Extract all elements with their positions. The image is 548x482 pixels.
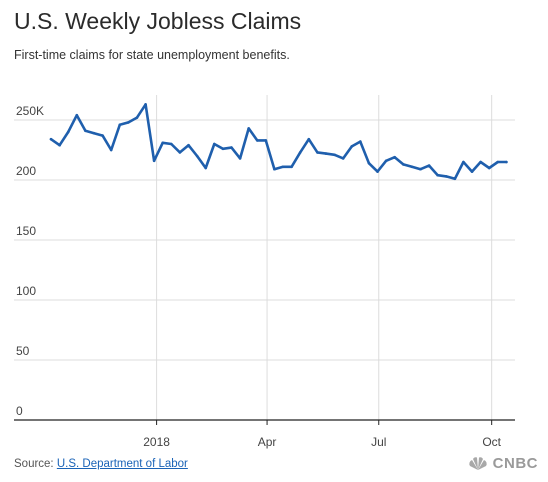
data-point bbox=[367, 161, 371, 165]
data-point bbox=[393, 155, 397, 159]
data-point bbox=[298, 151, 302, 154]
y-tick-label: 150 bbox=[16, 224, 36, 238]
x-tick-label: Jul bbox=[371, 435, 386, 449]
data-point bbox=[170, 142, 173, 146]
data-point bbox=[402, 163, 405, 166]
data-point bbox=[118, 123, 122, 127]
x-tick-label: Apr bbox=[258, 435, 277, 449]
data-point bbox=[195, 154, 199, 158]
data-point bbox=[290, 165, 293, 169]
data-point bbox=[66, 130, 70, 134]
data-point bbox=[247, 127, 250, 130]
data-point bbox=[127, 121, 130, 124]
data-point bbox=[135, 116, 139, 119]
cnbc-logo: CNBC bbox=[467, 455, 538, 472]
data-point bbox=[84, 129, 87, 133]
source-prefix: Source: bbox=[14, 458, 57, 470]
data-point bbox=[187, 143, 190, 147]
data-point bbox=[359, 140, 362, 143]
peacock-icon bbox=[468, 456, 487, 470]
x-gridlines bbox=[156, 95, 493, 425]
data-point bbox=[410, 165, 414, 169]
data-point bbox=[470, 170, 474, 173]
brand-name: CNBC bbox=[492, 455, 538, 472]
data-point bbox=[255, 139, 259, 142]
y-tick-label: 200 bbox=[16, 164, 36, 178]
data-point bbox=[221, 147, 225, 151]
data-point bbox=[444, 175, 448, 178]
series-layer bbox=[49, 103, 508, 181]
data-point bbox=[453, 177, 457, 181]
data-point bbox=[505, 160, 508, 164]
data-point bbox=[204, 166, 207, 170]
data-point bbox=[384, 159, 388, 163]
y-tick-label: 100 bbox=[16, 284, 36, 298]
data-point bbox=[161, 141, 165, 145]
data-point bbox=[264, 139, 268, 142]
data-point bbox=[238, 157, 242, 160]
data-point bbox=[75, 113, 79, 117]
data-point bbox=[109, 148, 113, 152]
y-tick-label: 50 bbox=[16, 344, 30, 358]
data-point bbox=[49, 137, 53, 141]
x-tick-labels: 2018 Apr Jul Oct bbox=[143, 435, 501, 449]
y-tick-label: 0 bbox=[16, 404, 23, 418]
data-point bbox=[350, 145, 354, 148]
data-point bbox=[152, 159, 156, 163]
x-tick-label: 2018 bbox=[143, 435, 170, 449]
data-point bbox=[462, 160, 465, 164]
grid-layer bbox=[14, 119, 515, 361]
chart-title: U.S. Weekly Jobless Claims bbox=[14, 8, 302, 34]
y-tick-labels: 0 50 100 150 200 250K bbox=[16, 104, 44, 418]
data-point bbox=[307, 137, 311, 141]
data-point bbox=[341, 157, 345, 160]
data-point bbox=[281, 165, 285, 169]
source-note: Source: U.S. Department of Labor bbox=[14, 458, 188, 470]
data-point bbox=[144, 103, 147, 106]
chart-subtitle: First-time claims for state unemployment… bbox=[14, 48, 290, 62]
data-point bbox=[487, 166, 491, 170]
data-point bbox=[273, 167, 276, 171]
data-point bbox=[427, 164, 431, 167]
data-point bbox=[230, 146, 233, 149]
data-point bbox=[376, 170, 379, 173]
source-link[interactable]: U.S. Department of Labor bbox=[56, 458, 188, 470]
data-point bbox=[178, 151, 182, 154]
data-point bbox=[479, 160, 482, 164]
data-point bbox=[316, 151, 319, 154]
x-tick-label: Oct bbox=[482, 435, 501, 449]
data-point bbox=[333, 153, 336, 157]
data-point bbox=[496, 160, 500, 164]
data-point bbox=[58, 143, 61, 147]
y-tick-label: 250K bbox=[16, 104, 44, 118]
data-point bbox=[419, 167, 422, 171]
data-point bbox=[212, 142, 216, 146]
series-line bbox=[49, 103, 508, 181]
data-point bbox=[324, 152, 328, 155]
data-point bbox=[101, 134, 104, 137]
data-point bbox=[436, 173, 439, 177]
data-point bbox=[92, 131, 96, 135]
